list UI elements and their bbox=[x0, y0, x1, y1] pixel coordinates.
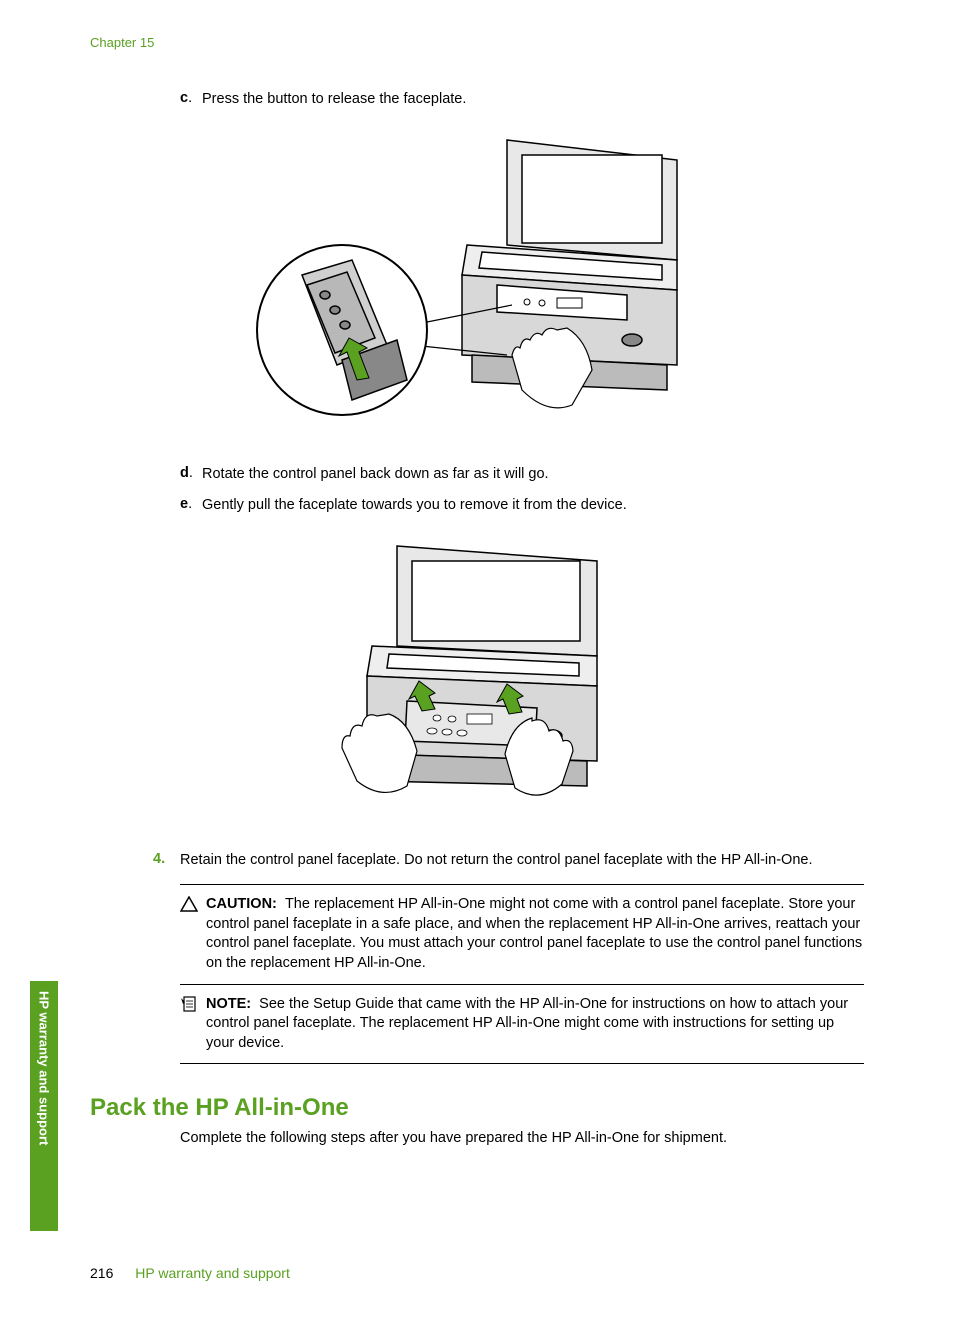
figure-faceplate-remove bbox=[90, 536, 864, 821]
figure-faceplate-release bbox=[90, 130, 864, 435]
section-heading: Pack the HP All-in-One bbox=[90, 1094, 864, 1122]
footer-title: HP warranty and support bbox=[135, 1265, 290, 1281]
step-e: e. Gently pull the faceplate towards you… bbox=[180, 496, 864, 516]
step-number: 4. bbox=[153, 851, 180, 871]
step-letter: e. bbox=[180, 496, 202, 516]
step-c: c. Press the button to release the facep… bbox=[180, 90, 864, 110]
caution-label: CAUTION: bbox=[206, 896, 277, 912]
step-4: 4. Retain the control panel faceplate. D… bbox=[153, 851, 864, 871]
section-body: Complete the following steps after you h… bbox=[180, 1130, 864, 1146]
step-text: Rotate the control panel back down as fa… bbox=[202, 465, 549, 485]
step-letter: c. bbox=[180, 90, 202, 110]
step-letter: d. bbox=[180, 465, 202, 485]
note-text: NOTE: See the Setup Guide that came with… bbox=[206, 995, 864, 1054]
page-footer: 216 HP warranty and support bbox=[90, 1265, 290, 1281]
step-text: Gently pull the faceplate towards you to… bbox=[202, 496, 627, 516]
step-text: Retain the control panel faceplate. Do n… bbox=[180, 851, 812, 871]
footer-page-number: 216 bbox=[90, 1265, 113, 1281]
chapter-header: Chapter 15 bbox=[90, 35, 864, 50]
step-d: d. Rotate the control panel back down as… bbox=[180, 465, 864, 485]
caution-text: CAUTION: The replacement HP All-in-One m… bbox=[206, 895, 864, 973]
note-callout: NOTE: See the Setup Guide that came with… bbox=[180, 985, 864, 1065]
note-label: NOTE: bbox=[206, 996, 251, 1012]
side-tab: HP warranty and support bbox=[30, 981, 58, 1231]
note-icon bbox=[180, 995, 206, 1054]
caution-callout: CAUTION: The replacement HP All-in-One m… bbox=[180, 884, 864, 984]
step-text: Press the button to release the faceplat… bbox=[202, 90, 466, 110]
caution-icon bbox=[180, 895, 206, 973]
